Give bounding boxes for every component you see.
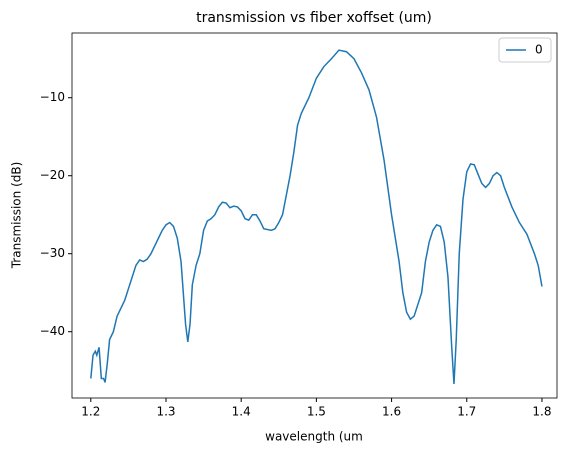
x-tick-label: 1.7: [457, 405, 476, 419]
plot-frame: [71, 32, 558, 399]
x-tick-label: 1.4: [232, 405, 251, 419]
y-tick-label: −10: [40, 90, 65, 104]
x-tick-label: 1.8: [532, 405, 551, 419]
x-tick-label: 1.6: [382, 405, 401, 419]
x-axis-label: wavelength (um: [265, 430, 363, 444]
y-tick-label: −30: [40, 246, 65, 260]
chart-title: transmission vs fiber xoffset (um): [196, 10, 432, 26]
x-tick-label: 1.3: [156, 405, 175, 419]
legend-label: 0: [535, 43, 543, 57]
x-tick-label: 1.2: [81, 405, 100, 419]
y-tick-label: −40: [40, 324, 65, 338]
x-tick-label: 1.5: [307, 405, 326, 419]
y-axis-label: Transmission (dB): [10, 162, 24, 270]
series-line: [90, 49, 543, 385]
y-tick-label: −20: [40, 168, 65, 182]
